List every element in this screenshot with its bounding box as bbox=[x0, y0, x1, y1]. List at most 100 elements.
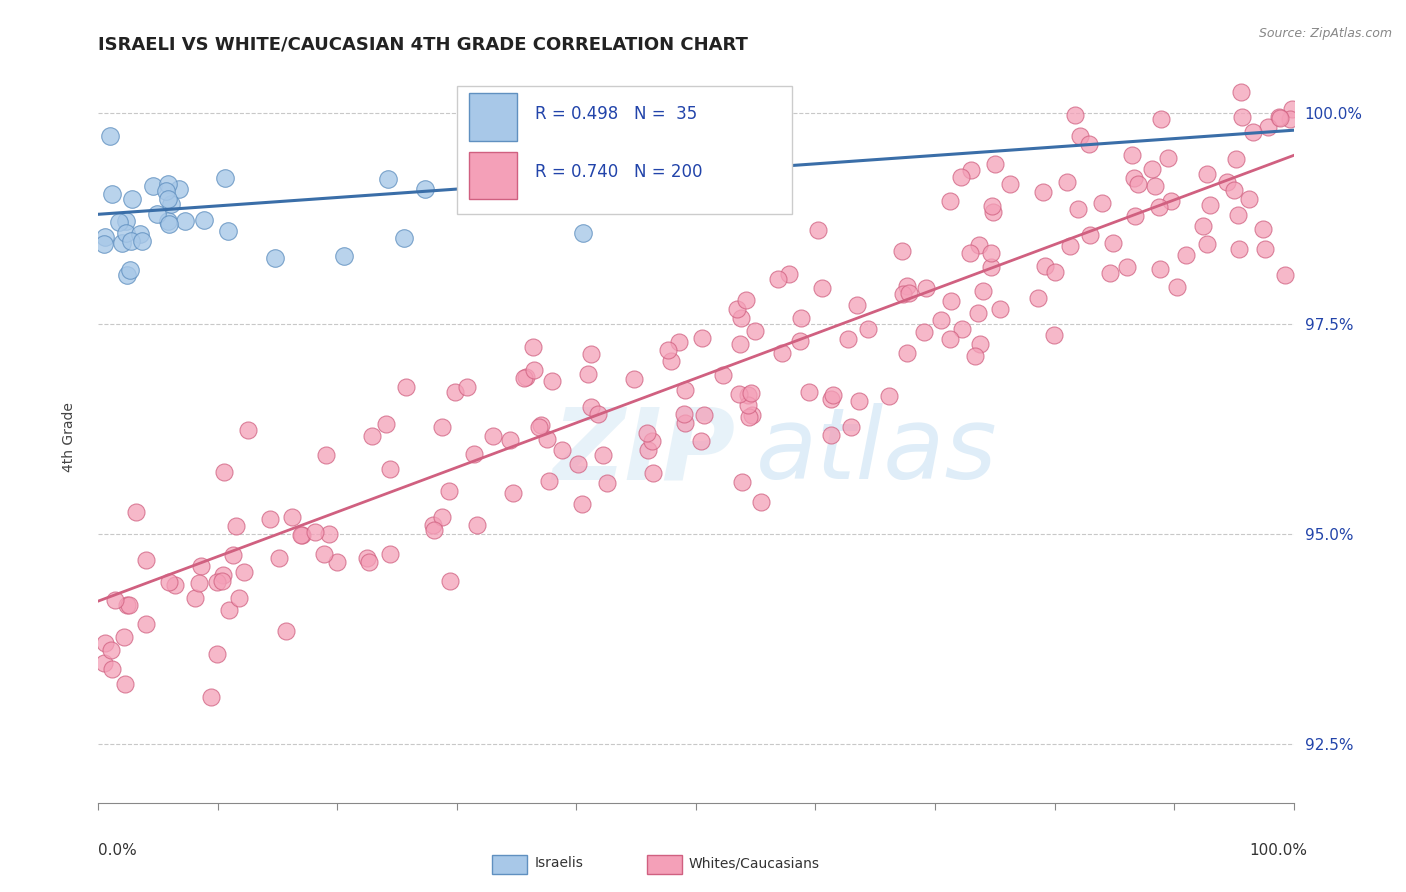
Point bbox=[637, 442, 659, 457]
Point bbox=[222, 548, 245, 562]
Point bbox=[211, 574, 233, 588]
Point bbox=[896, 345, 918, 359]
Point bbox=[281, 509, 304, 524]
Point bbox=[135, 616, 157, 631]
Point bbox=[1150, 112, 1173, 126]
Point bbox=[730, 310, 752, 325]
Point bbox=[157, 214, 180, 228]
Point bbox=[778, 267, 800, 281]
Point bbox=[135, 553, 157, 567]
Point bbox=[1043, 327, 1066, 342]
Point bbox=[998, 177, 1021, 191]
Point bbox=[768, 272, 790, 286]
Point bbox=[228, 591, 250, 606]
Point bbox=[1064, 108, 1087, 122]
Point bbox=[898, 285, 921, 300]
Point bbox=[1067, 202, 1090, 216]
Point bbox=[641, 466, 664, 480]
Point bbox=[146, 206, 169, 220]
Point bbox=[211, 567, 233, 582]
Point bbox=[1098, 267, 1121, 281]
Point bbox=[891, 286, 914, 301]
Point bbox=[274, 624, 297, 639]
Point bbox=[100, 643, 122, 657]
Point bbox=[100, 662, 122, 676]
Point bbox=[1157, 151, 1180, 165]
Text: 0.0%: 0.0% bbox=[98, 843, 138, 858]
Point bbox=[156, 177, 179, 191]
Point bbox=[413, 182, 436, 196]
Point bbox=[877, 389, 900, 403]
Point bbox=[981, 204, 1004, 219]
Point bbox=[1056, 175, 1078, 189]
Point bbox=[799, 385, 821, 400]
Point bbox=[1195, 236, 1218, 251]
Point bbox=[430, 419, 453, 434]
Point bbox=[846, 298, 869, 312]
Point bbox=[1115, 260, 1137, 275]
Point bbox=[576, 367, 599, 381]
Point bbox=[356, 550, 378, 565]
Point bbox=[465, 518, 488, 533]
Point bbox=[312, 547, 335, 561]
Point bbox=[129, 227, 152, 241]
Point bbox=[820, 392, 842, 406]
Point bbox=[437, 484, 460, 499]
Point bbox=[1032, 185, 1054, 199]
Point bbox=[456, 380, 478, 394]
Point bbox=[361, 428, 384, 442]
Point bbox=[174, 213, 197, 227]
Point bbox=[432, 510, 454, 524]
Point bbox=[967, 238, 990, 252]
Point bbox=[770, 346, 793, 360]
Point bbox=[689, 434, 711, 448]
Point bbox=[98, 129, 121, 144]
Point bbox=[115, 214, 138, 228]
Point bbox=[225, 519, 247, 533]
Point bbox=[93, 656, 115, 670]
Point bbox=[1232, 110, 1254, 124]
Point bbox=[515, 370, 537, 384]
Point bbox=[264, 252, 287, 266]
Bar bbox=[470, 94, 517, 141]
Point bbox=[155, 184, 177, 198]
Point bbox=[439, 574, 461, 588]
Point bbox=[1033, 260, 1056, 274]
Point bbox=[522, 340, 544, 354]
Point bbox=[939, 294, 962, 309]
Point bbox=[200, 690, 222, 704]
Point bbox=[188, 575, 211, 590]
Point bbox=[1278, 112, 1301, 126]
Point bbox=[914, 280, 936, 294]
Text: 4th Grade: 4th Grade bbox=[62, 402, 76, 472]
Point bbox=[463, 447, 485, 461]
Point bbox=[673, 383, 696, 397]
Point bbox=[118, 263, 141, 277]
Point bbox=[737, 399, 759, 413]
Point bbox=[673, 407, 696, 421]
Point bbox=[1128, 178, 1150, 192]
Text: Whites/Caucasians: Whites/Caucasians bbox=[689, 856, 820, 871]
Point bbox=[1123, 209, 1146, 223]
Point bbox=[738, 409, 761, 424]
Point bbox=[967, 306, 990, 320]
Point bbox=[523, 363, 546, 377]
Point bbox=[789, 310, 811, 325]
Point bbox=[112, 630, 135, 644]
Point bbox=[378, 547, 401, 561]
Point bbox=[858, 322, 880, 336]
Point bbox=[93, 236, 115, 251]
Point bbox=[551, 442, 574, 457]
Point bbox=[536, 432, 558, 446]
Point bbox=[657, 343, 679, 357]
Point bbox=[513, 371, 536, 385]
Point bbox=[108, 215, 131, 229]
Point bbox=[269, 551, 291, 566]
Point bbox=[659, 353, 682, 368]
Point bbox=[114, 677, 136, 691]
Point bbox=[120, 234, 142, 248]
Point bbox=[567, 457, 589, 471]
Point bbox=[1227, 208, 1250, 222]
Point bbox=[538, 475, 561, 489]
Point bbox=[959, 163, 981, 178]
